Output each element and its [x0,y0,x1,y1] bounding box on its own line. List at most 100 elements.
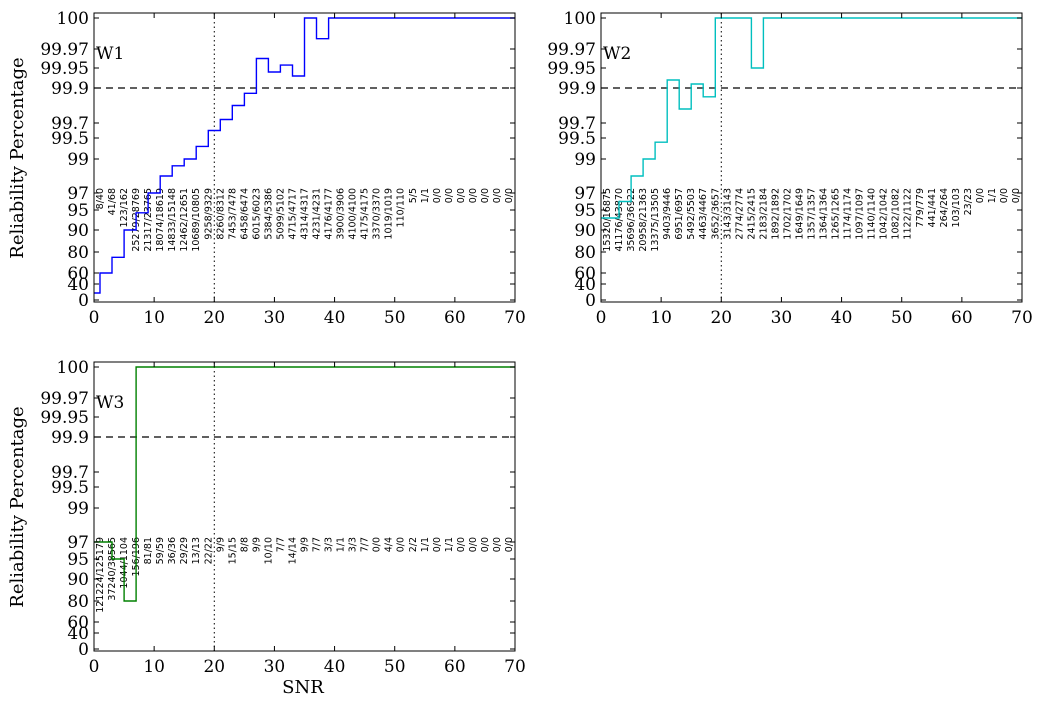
y-tick-label: 60 [67,613,89,633]
count-annotation: 3/3 [348,537,359,552]
count-annotation: 3370/3370 [372,188,383,240]
count-annotation: 1019/1019 [384,188,395,240]
count-annotation: 5/5 [408,188,419,203]
count-annotation: 0/0 [456,188,467,203]
y-tick-label: 99.5 [51,129,89,149]
reliability-step-line [94,17,515,294]
count-annotation: 13375/13505 [650,188,661,252]
x-tick-label: 0 [89,657,100,677]
count-annotation: 21317/23765 [143,188,154,252]
y-tick-label: 99 [574,150,596,170]
x-tick-label: 50 [891,308,913,328]
count-annotation: 81/81 [143,537,154,564]
count-annotation: 1/1 [987,188,998,203]
axes-frame [93,361,516,652]
count-annotation: 4463/4467 [698,188,709,240]
count-annotation: 0/0 [504,188,515,203]
count-annotation: 0/0 [975,188,986,203]
count-annotation: 7/7 [312,537,323,552]
count-annotation: 23/23 [963,188,974,215]
x-tick-label: 10 [143,657,165,677]
count-annotation: 0/0 [396,537,407,552]
x-tick-label: 20 [203,308,225,328]
count-annotation: 20958/21363 [638,188,649,252]
count-annotation: 8260/8312 [215,188,226,240]
y-tick-label: 100 [564,9,596,29]
x-tick-label: 30 [771,308,793,328]
y-tick-label: 97 [67,184,89,204]
count-annotation: 1122/1122 [903,188,914,240]
count-annotation: 15320/16875 [602,188,613,252]
x-tick-label: 40 [831,308,853,328]
count-annotation: 6015/6023 [251,188,262,240]
count-annotation: 13/13 [191,537,202,564]
x-tick-label: 40 [324,657,346,677]
y-tick-label: 60 [67,264,89,284]
count-annotation: 36/36 [167,537,178,564]
y-tick-label: 0 [78,291,89,311]
count-annotation: 4176/4177 [324,188,335,240]
plot-area-w3: 121224/125179 37240/38565 1044/1104 156/196… [40,358,525,677]
count-annotation: 10/10 [263,537,274,564]
count-annotation: 0/0 [468,188,479,203]
plot-area-w1: 8/40 41/68 123/162 25279/28769 21317/23765 18… [40,9,525,328]
count-annotation: 7453/7478 [227,188,238,240]
band-label-w2: W2 [603,44,631,64]
y-tick-label: 90 [67,570,89,590]
count-annotation: 1082/1082 [891,188,902,240]
y-tick-label: 90 [67,221,89,241]
x-axis-label: SNR [282,677,324,698]
count-annotation: 4231/4231 [312,188,323,240]
count-annotation: 1/1 [420,537,431,552]
count-annotation: 0/0 [444,188,455,203]
count-annotation: 8/8 [239,537,250,552]
count-annotation: 0/0 [504,537,515,552]
count-annotation: 1/1 [336,537,347,552]
count-annotation: 264/264 [939,188,950,227]
y-tick-label: 80 [574,243,596,263]
count-annotation: 5492/5503 [686,188,697,240]
count-annotation: 9258/9329 [203,188,214,240]
y-tick-label: 99.95 [40,59,89,79]
count-annotation: 0/0 [999,188,1010,203]
panel-w1: Reliability Percentage 8/40 41/68 123/162 2… [7,9,526,328]
x-tick-label: 10 [650,308,672,328]
count-annotation: 0/0 [1011,188,1022,203]
count-annotation: 0/0 [372,537,383,552]
x-tick-label: 0 [596,308,607,328]
count-annotation: 0/0 [480,188,491,203]
count-annotation: 7/7 [275,537,286,552]
count-annotation: 0/0 [492,188,503,203]
x-tick-label: 60 [444,657,466,677]
y-tick-label: 80 [67,592,89,612]
count-annotation: 12462/12651 [179,188,190,252]
count-annotation: 4314/4317 [300,188,311,240]
x-tick-label: 30 [264,308,286,328]
count-annotation: 1265/1265 [831,188,842,240]
y-tick-label: 99.7 [51,463,89,483]
count-annotation: 1097/1097 [855,188,866,240]
count-annotation: 14833/15148 [167,188,178,252]
count-annotation: 2/2 [408,537,419,552]
count-annotation: 0/0 [468,537,479,552]
count-annotation: 41176/43870 [614,188,625,252]
y-tick-label: 97 [574,184,596,204]
x-tick-label: 50 [384,657,406,677]
y-tick-label: 0 [78,640,89,660]
count-annotation: 1357/1357 [807,188,818,240]
x-tick-label: 70 [504,657,526,677]
x-tick-label: 40 [324,308,346,328]
y-tick-label: 99.9 [51,79,89,99]
band-label-w3: W3 [96,393,124,413]
count-annotation: 1140/1140 [867,188,878,240]
count-annotation: 4715/4717 [288,188,299,240]
count-annotation: 35696/36922 [626,188,637,252]
x-tick-label: 0 [89,308,100,328]
count-annotation: 9/9 [300,537,311,552]
count-annotation: 9/9 [215,537,226,552]
count-annotation: 10689/10805 [191,188,202,252]
count-annotation: 0/0 [432,537,443,552]
count-annotation: 0/0 [492,537,503,552]
count-annotation: 9/9 [251,537,262,552]
